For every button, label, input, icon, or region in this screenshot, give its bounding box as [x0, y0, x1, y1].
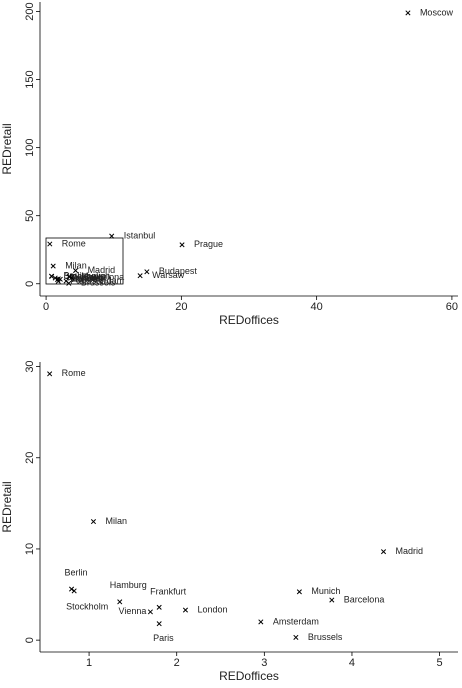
- point: [66, 280, 72, 286]
- point: [69, 275, 75, 281]
- point-label: Amsterdam: [78, 275, 124, 285]
- point: [293, 634, 299, 640]
- point: [57, 276, 63, 282]
- point-label: Madrid: [396, 546, 424, 556]
- point: [50, 263, 56, 269]
- x-tick-label: 0: [43, 301, 49, 313]
- point: [109, 233, 115, 239]
- point-label: Munich: [81, 271, 110, 281]
- point: [47, 371, 53, 377]
- point: [380, 549, 387, 555]
- point-label: Budapest: [159, 266, 198, 276]
- y-tick-label: 150: [24, 70, 36, 88]
- y-tick-label: 10: [24, 543, 36, 555]
- zoom-box: [45, 237, 124, 285]
- y-tick-label: 200: [24, 2, 36, 20]
- point: [329, 597, 335, 603]
- point-label: Hamburg: [110, 580, 147, 590]
- point-label: Berlin: [63, 271, 86, 281]
- point-label: Stockholm: [66, 601, 108, 611]
- x-tick-label: 1: [86, 657, 92, 669]
- point-label: Prague: [194, 239, 223, 249]
- point: [66, 273, 72, 280]
- y-tick-label: 0: [24, 637, 36, 643]
- point: [156, 604, 162, 610]
- point: [296, 589, 302, 595]
- point-label: Paris: [153, 633, 174, 643]
- point-label: London: [197, 604, 227, 614]
- x-tick-label: 5: [437, 657, 443, 669]
- point-label: Berlin: [65, 567, 88, 577]
- point-label: Vienna: [70, 274, 98, 284]
- point: [68, 586, 75, 592]
- x-tick-label: 60: [446, 301, 458, 313]
- point: [156, 621, 162, 627]
- point: [182, 607, 189, 613]
- y-axis-title: REDretail: [0, 481, 14, 532]
- point-label: Moscow: [420, 7, 454, 17]
- point-label: Rome: [62, 368, 86, 378]
- point-label: London: [72, 274, 102, 284]
- point-label: Barcelona: [84, 272, 125, 282]
- point: [73, 267, 79, 274]
- point-label: Vienna: [119, 606, 147, 616]
- point-label: Stockholm: [64, 271, 106, 281]
- y-tick-label: 50: [24, 210, 36, 222]
- point-label: Rome: [62, 238, 86, 248]
- point: [147, 609, 153, 615]
- point-label: Brussels: [81, 278, 116, 288]
- point: [117, 599, 123, 605]
- x-tick-label: 4: [349, 657, 355, 669]
- y-tick-label: 20: [24, 452, 36, 464]
- y-tick-label: 100: [24, 138, 36, 156]
- x-tick-label: 2: [174, 657, 180, 669]
- point: [71, 588, 77, 594]
- y-tick-label: 30: [24, 360, 36, 372]
- x-axis-title: REDoffices: [219, 313, 279, 327]
- point-label: Paris: [70, 276, 91, 286]
- point-label: Madrid: [88, 265, 116, 275]
- point-label: Hamburg: [67, 272, 104, 282]
- point-label: Frankfurt: [150, 587, 187, 597]
- point-label: Amsterdam: [273, 616, 319, 626]
- point-label: Barcelona: [344, 594, 385, 604]
- x-tick-label: 3: [261, 657, 267, 669]
- point: [49, 273, 55, 279]
- point-label: Munich: [311, 586, 340, 596]
- x-tick-label: 20: [175, 301, 187, 313]
- point-label: Frankfurt: [70, 273, 107, 283]
- point: [47, 241, 53, 247]
- point: [405, 10, 411, 16]
- point-label: Warsaw: [152, 270, 185, 280]
- point: [90, 519, 97, 525]
- y-axis-title: REDretail: [0, 123, 14, 174]
- point: [258, 619, 264, 625]
- y-tick-label: 0: [24, 281, 36, 287]
- x-axis-title: REDoffices: [219, 669, 279, 683]
- point: [137, 273, 143, 279]
- point-label: Milan: [105, 516, 127, 526]
- point-label: Milan: [65, 260, 87, 270]
- point: [179, 242, 185, 248]
- point-label: Istanbul: [124, 230, 156, 240]
- point: [144, 269, 150, 275]
- point-label: Brussels: [308, 632, 343, 642]
- x-tick-label: 40: [311, 301, 323, 313]
